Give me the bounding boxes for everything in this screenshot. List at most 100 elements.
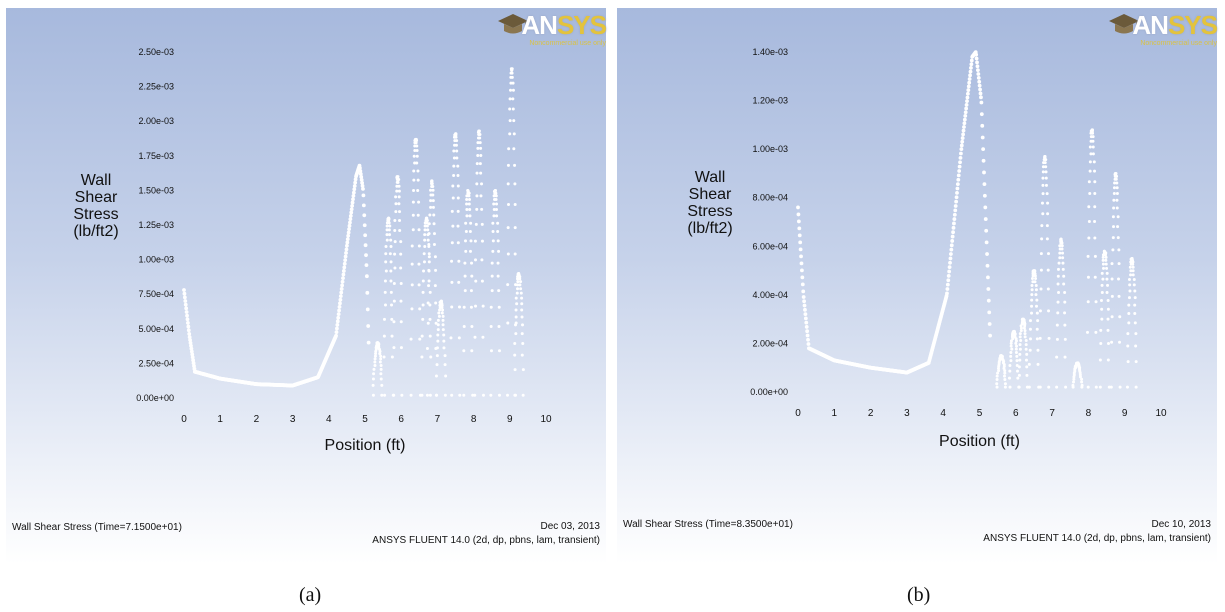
data-point — [959, 151, 963, 156]
data-point — [455, 156, 459, 160]
data-point — [949, 247, 954, 252]
x-tick-label: 7 — [435, 414, 441, 425]
data-point — [394, 210, 398, 214]
data-point — [464, 230, 468, 234]
data-point — [494, 198, 498, 202]
data-point — [1104, 262, 1108, 266]
x-tick-label: 2 — [868, 408, 874, 419]
data-point — [976, 76, 981, 80]
x-tick-label: 6 — [398, 414, 404, 425]
data-point — [435, 346, 439, 350]
data-point — [335, 326, 339, 331]
data-point — [968, 69, 973, 74]
data-point — [441, 328, 445, 332]
data-point — [1072, 380, 1076, 384]
data-point — [1018, 358, 1022, 362]
data-point — [450, 280, 454, 284]
data-point — [469, 305, 473, 309]
y-tick-label: 1.50e-03 — [138, 185, 174, 195]
data-point — [182, 295, 187, 300]
data-point — [491, 239, 495, 243]
data-point — [394, 195, 398, 199]
data-point — [399, 240, 403, 244]
data-point — [1110, 294, 1114, 298]
x-tick-label: 8 — [1086, 408, 1092, 419]
data-point — [1058, 256, 1062, 260]
data-point — [506, 226, 510, 230]
y-tick-label: 6.00e-04 — [752, 241, 788, 251]
data-point — [969, 62, 974, 67]
y-tick-label: 2.50e-03 — [138, 47, 174, 57]
data-point — [521, 393, 525, 397]
data-point — [1043, 161, 1047, 165]
data-point — [190, 355, 195, 360]
data-point — [190, 352, 195, 357]
data-point — [974, 56, 979, 61]
data-point — [454, 133, 458, 137]
data-point — [187, 331, 192, 336]
data-point — [1035, 337, 1039, 341]
data-point — [1022, 326, 1026, 330]
data-point — [1086, 300, 1090, 304]
data-point — [388, 252, 392, 256]
data-point — [1093, 169, 1097, 173]
footer-date: Dec 03, 2013 — [540, 521, 601, 532]
data-point — [413, 149, 417, 153]
data-point — [1046, 268, 1050, 272]
data-point — [353, 180, 358, 185]
data-point — [395, 189, 399, 193]
data-point — [1100, 317, 1104, 321]
data-point — [805, 333, 810, 338]
data-point — [481, 335, 485, 339]
data-point — [417, 262, 421, 266]
data-point — [390, 303, 394, 307]
data-point — [1129, 273, 1133, 277]
data-point — [393, 240, 397, 244]
data-point — [1028, 348, 1032, 352]
data-point — [1133, 289, 1137, 293]
data-point — [1126, 344, 1130, 348]
x-tick-label: 6 — [1013, 408, 1019, 419]
data-point — [1041, 192, 1045, 196]
data-point — [1034, 277, 1038, 281]
data-point — [1133, 312, 1137, 316]
data-point — [431, 205, 435, 209]
data-point — [392, 346, 396, 350]
data-point — [1008, 369, 1012, 373]
data-point — [422, 269, 426, 273]
data-point — [1044, 176, 1048, 180]
data-point — [1106, 283, 1110, 287]
data-point — [1024, 347, 1028, 351]
data-point — [393, 228, 397, 232]
data-point — [983, 205, 988, 210]
data-point — [444, 374, 448, 378]
data-point — [477, 130, 481, 134]
data-point — [363, 233, 368, 238]
data-point — [1034, 288, 1038, 292]
data-point — [492, 202, 496, 206]
data-point — [1061, 261, 1065, 265]
data-point — [996, 371, 1000, 375]
data-point — [474, 304, 478, 308]
data-point — [398, 218, 402, 222]
data-point — [431, 199, 435, 203]
data-point — [399, 252, 403, 256]
data-point — [986, 298, 991, 303]
data-point — [384, 245, 388, 249]
data-point — [352, 187, 357, 192]
data-point — [492, 214, 496, 218]
data-point — [1044, 183, 1048, 187]
data-point — [394, 202, 398, 206]
data-point — [1016, 376, 1020, 380]
data-point — [475, 171, 479, 175]
data-point — [341, 272, 346, 277]
data-point — [1110, 340, 1114, 344]
data-point — [468, 230, 472, 234]
x-tick-label: 2 — [254, 414, 260, 425]
data-point — [950, 234, 955, 239]
x-tick-label: 5 — [362, 414, 368, 425]
data-point — [513, 182, 517, 186]
data-point — [1061, 251, 1065, 255]
data-point — [982, 170, 986, 175]
data-point — [418, 307, 422, 311]
